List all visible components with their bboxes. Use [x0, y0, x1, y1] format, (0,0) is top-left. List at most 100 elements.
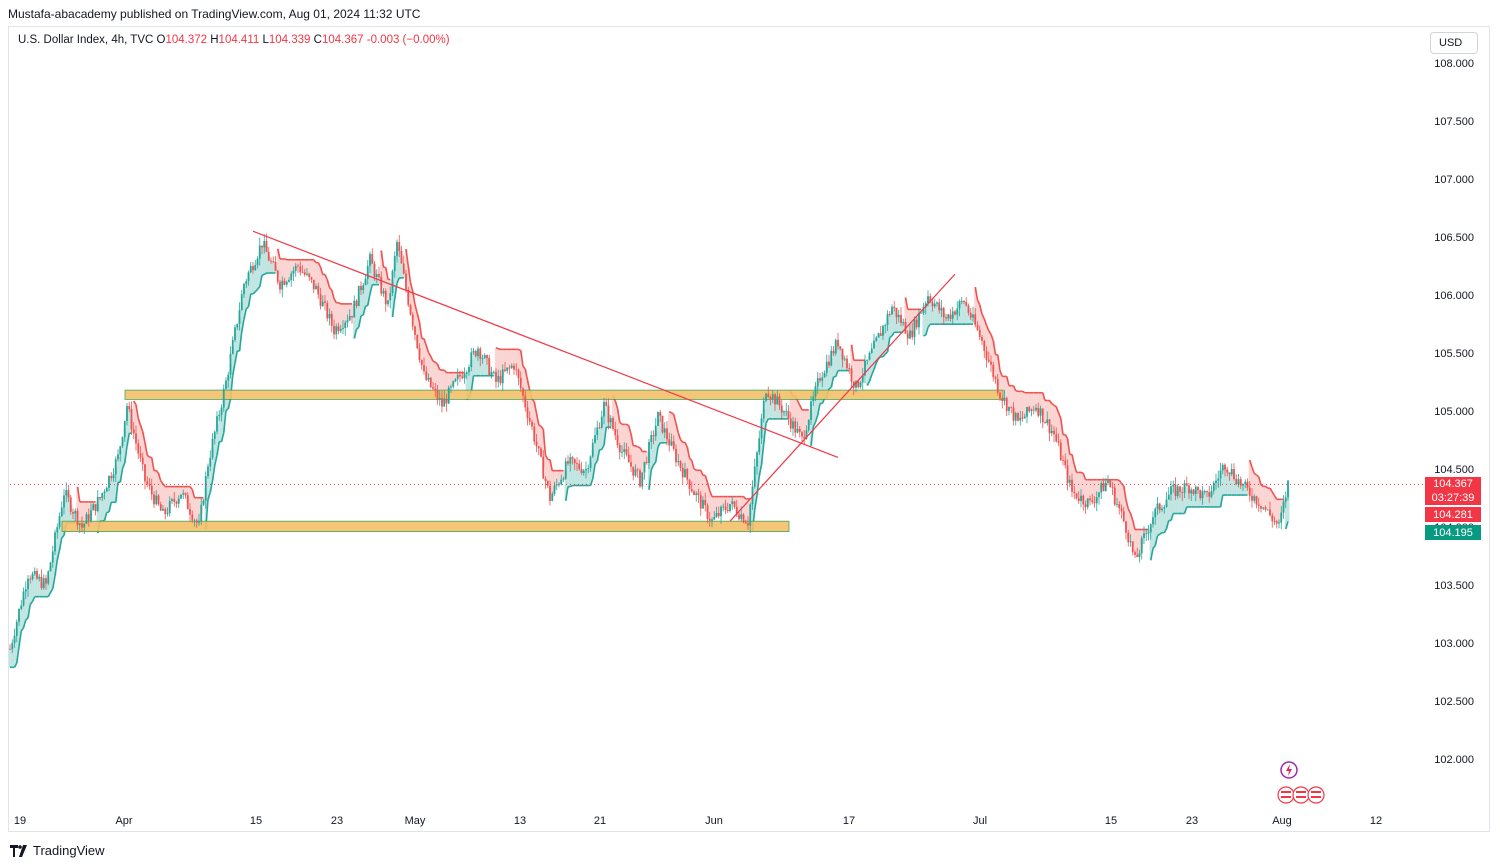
trend-band-down — [546, 459, 550, 484]
candle-body — [1093, 502, 1096, 504]
symbol-name[interactable]: U.S. Dollar Index, 4h, TVC — [18, 34, 154, 46]
trend-band-up — [890, 310, 894, 336]
candle-body — [1248, 487, 1251, 496]
trend-band-up — [1169, 490, 1173, 521]
trend-band-up — [110, 477, 113, 503]
trend-band-down — [1093, 479, 1097, 503]
trend-band-up — [593, 439, 597, 465]
trend-band-line — [679, 439, 684, 443]
candle-body — [1111, 487, 1114, 488]
trend-band-down — [1095, 479, 1099, 501]
trend-band-down — [285, 259, 289, 284]
candle-body — [1179, 486, 1181, 492]
candle-body — [184, 493, 187, 496]
trend-band-down — [1266, 488, 1270, 510]
trend-band-down — [317, 262, 320, 291]
candle-body — [713, 516, 716, 520]
candle-body — [810, 401, 812, 420]
currency-button[interactable]: USD — [1430, 32, 1478, 54]
candle-body — [778, 396, 781, 406]
candle-body — [288, 280, 290, 282]
trend-band-down — [800, 409, 804, 435]
candle-body — [40, 576, 43, 588]
candle-body — [1233, 468, 1235, 479]
candle-body — [1163, 506, 1166, 509]
trend-band-up — [843, 358, 847, 371]
y-tick-label: 102.500 — [1434, 696, 1474, 708]
candle-body — [857, 381, 860, 388]
x-tick-label: Jun — [705, 815, 723, 827]
candle-body — [1073, 491, 1076, 494]
candle-body — [922, 306, 925, 313]
candle-body — [850, 368, 853, 382]
trend-band-down — [305, 259, 309, 275]
trend-band-down — [132, 401, 136, 432]
trend-band-down — [499, 349, 503, 380]
candle-body — [519, 377, 522, 389]
trend-band-line — [1127, 508, 1132, 514]
candle-body — [83, 523, 86, 528]
candle-body — [805, 430, 808, 439]
trend-band-up — [1167, 497, 1171, 521]
trend-band-down — [404, 249, 408, 282]
trend-band-up — [902, 322, 905, 333]
trend-band-line — [533, 401, 538, 414]
candle-body — [1021, 417, 1024, 419]
trend-band-down — [281, 258, 284, 286]
candle-body — [159, 504, 162, 511]
trend-band-line — [58, 537, 63, 551]
trend-band-down — [519, 350, 523, 384]
candle-body — [501, 369, 504, 384]
candle-body — [627, 454, 630, 463]
trend-band-up — [1226, 471, 1229, 496]
candle-body — [528, 418, 531, 422]
trend-band-down — [1070, 454, 1074, 486]
trend-band-line — [544, 455, 549, 460]
trend-band-line — [690, 460, 695, 470]
trend-band-down — [83, 501, 86, 526]
trend-band-down — [436, 364, 440, 396]
candle-body — [256, 258, 259, 265]
footer-brand-text: TradingView — [33, 843, 105, 858]
candle-body — [722, 506, 725, 508]
trend-band-down — [1086, 479, 1090, 503]
trend-band-line — [47, 592, 52, 598]
candle-body — [866, 359, 869, 361]
candle-body — [531, 421, 533, 427]
trend-band-line — [418, 322, 423, 339]
trend-band-line — [1012, 385, 1017, 392]
trend-band-down — [1055, 406, 1058, 438]
candle-body — [324, 301, 326, 304]
candle-body — [22, 591, 25, 606]
candle-body — [396, 241, 398, 256]
candle-body — [915, 319, 918, 328]
candle-body — [285, 281, 288, 285]
candle-body — [1264, 507, 1267, 510]
trend-band-down — [413, 304, 417, 331]
candle-body — [276, 270, 279, 282]
trend-band-line — [704, 475, 709, 483]
candle-body — [459, 375, 461, 377]
trend-band-up — [371, 258, 374, 285]
candle-body — [931, 301, 934, 307]
level-green-badge: 104.195 — [1425, 525, 1481, 540]
candle-body — [490, 372, 493, 375]
trend-band-up — [868, 356, 872, 382]
candle-body — [488, 358, 491, 375]
trend-band-down — [686, 447, 689, 475]
trend-band-up — [566, 462, 570, 487]
candle-body — [1107, 480, 1109, 483]
trend-band-down — [512, 349, 516, 368]
candle-body — [576, 462, 578, 464]
trend-band-down — [641, 451, 644, 480]
candle-body — [1046, 419, 1049, 424]
candle-body — [1084, 504, 1087, 508]
candle-body — [389, 293, 392, 301]
candle-body — [1120, 508, 1123, 512]
candle-body — [65, 490, 68, 496]
close-label: C — [313, 34, 322, 46]
candle-body — [1134, 552, 1136, 555]
footer-brand[interactable]: TradingView — [10, 843, 105, 858]
trend-band-line — [157, 473, 162, 482]
